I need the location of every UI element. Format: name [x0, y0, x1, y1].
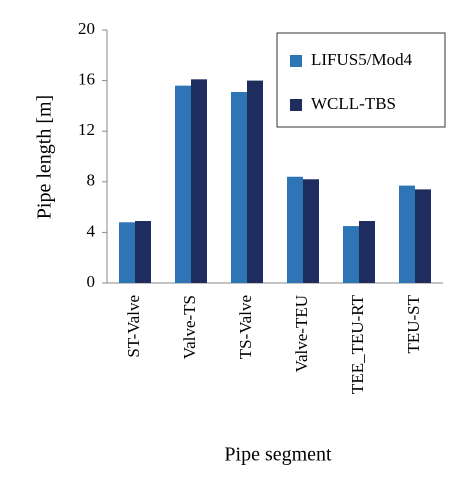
legend-label: LIFUS5/Mod4 [311, 50, 413, 69]
x-tick-label: ST-Valve [124, 295, 143, 358]
bar [191, 79, 207, 284]
bar [119, 222, 135, 283]
x-tick-label: TS-Valve [236, 295, 255, 359]
x-axis-title: Pipe segment [224, 444, 332, 466]
y-axis-title: Pipe length [m] [34, 95, 56, 219]
bar [231, 91, 247, 283]
y-tick-label: 8 [87, 171, 96, 190]
legend-swatch [290, 99, 302, 111]
bar [303, 179, 319, 283]
bar [343, 226, 359, 283]
y-tick-label: 20 [78, 19, 95, 38]
bar [399, 185, 415, 283]
y-tick-label: 16 [78, 70, 95, 89]
bar [175, 85, 191, 283]
bar [135, 221, 151, 283]
bar [359, 221, 375, 283]
bar [287, 176, 303, 283]
legend-label: WCLL-TBS [311, 94, 396, 113]
x-tick-label: Valve-TS [180, 295, 199, 359]
legend-swatch [290, 55, 302, 67]
x-tick-label: TEE_TEU-RT [348, 294, 367, 394]
x-tick-label: Valve-TEU [292, 295, 311, 372]
y-tick-label: 12 [78, 120, 95, 139]
bar [247, 80, 263, 283]
x-tick-label: TEU-ST [404, 294, 423, 353]
y-tick-label: 4 [87, 221, 96, 240]
legend-box [276, 32, 446, 128]
y-tick-label: 0 [87, 272, 96, 291]
bar [415, 189, 431, 283]
